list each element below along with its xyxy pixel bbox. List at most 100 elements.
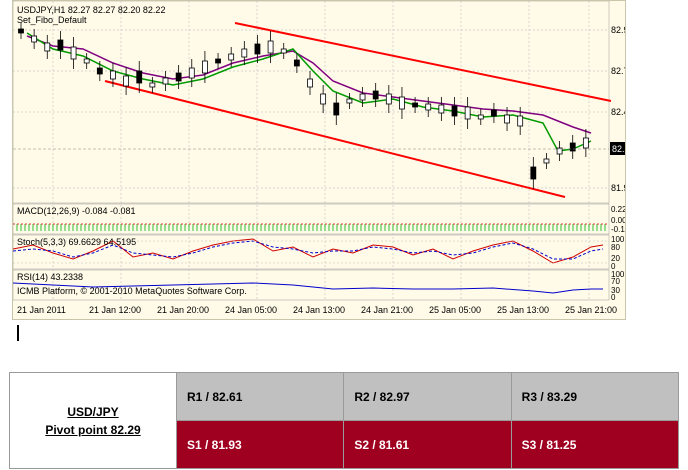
- candle-body: [464, 106, 471, 120]
- candle-body: [543, 158, 550, 164]
- macd-tick: 0.227: [611, 205, 625, 214]
- candle-body: [96, 67, 103, 75]
- time-label: 25 Jan 05:00: [429, 305, 481, 315]
- copyright-text: ICMB Platform, © 2001-2010 MetaQuotes So…: [17, 286, 247, 296]
- candle-body: [175, 72, 182, 82]
- macd-axis: 0.227 0.00 -0.107: [611, 205, 625, 234]
- r1-cell: R1 / 82.61: [175, 372, 345, 421]
- macd-histogram: [16, 224, 606, 231]
- pivot-table: USD/JPY Pivot point 82.29 R1 / 82.61 R2 …: [9, 372, 680, 469]
- rsi-tick: 100: [611, 270, 625, 279]
- candle-body: [491, 109, 497, 117]
- time-label: 24 Jan 13:00: [293, 305, 345, 315]
- price-chart[interactable]: USDJPY,H1 82.27 82.27 82.20 82.22 Set_Fi…: [12, 0, 626, 320]
- price-tick: 82.45: [611, 107, 625, 117]
- time-label: 25 Jan 21:00: [565, 305, 617, 315]
- candle-body: [31, 35, 38, 43]
- rsi-line: [13, 282, 603, 294]
- current-price-badge: [610, 142, 625, 155]
- candle-body: [307, 78, 313, 88]
- chart-header: USDJPY,H1 82.27 82.27 82.20 82.22: [17, 5, 165, 15]
- r2-cell: R2 / 82.97: [343, 372, 512, 421]
- candle-body: [123, 75, 129, 87]
- candle-body: [188, 67, 195, 79]
- time-label: 24 Jan 21:00: [361, 305, 413, 315]
- rsi-pane: [13, 269, 610, 301]
- time-axis: 21 Jan 2011 21 Jan 12:00 21 Jan 20:00 24…: [17, 305, 617, 315]
- candle-body: [320, 93, 327, 105]
- price-tick: 81.95: [611, 183, 625, 193]
- candle-body: [556, 147, 563, 155]
- chart-canvas: USDJPY,H1 82.27 82.27 82.20 82.22 Set_Fi…: [13, 1, 625, 315]
- rsi-tick: 30: [611, 286, 620, 295]
- candle-body: [44, 42, 51, 52]
- pivot-point-label: Pivot point 82.29: [45, 422, 141, 437]
- candle-body: [530, 166, 537, 180]
- stoch-tick: 0: [611, 262, 616, 271]
- candle-body: [228, 53, 235, 61]
- s1-cell: S1 / 81.93: [175, 420, 345, 469]
- price-pane: [13, 1, 610, 204]
- stoch-label: Stoch(5,3,3) 69.6629 64.5195: [17, 237, 136, 247]
- candle-body: [293, 59, 300, 67]
- stoch-tick: 20: [611, 254, 620, 263]
- rsi-label: RSI(14) 43.2338: [17, 272, 83, 282]
- time-label: 21 Jan 2011: [17, 305, 66, 315]
- candle-body: [425, 103, 432, 111]
- fibo-label: Set_Fibo_Default: [17, 15, 87, 25]
- candle-body: [504, 114, 510, 124]
- candle-body: [280, 48, 287, 54]
- candle-body: [517, 115, 524, 127]
- r3-cell: R3 / 83.29: [510, 372, 680, 421]
- candle-body: [241, 48, 248, 58]
- current-price-value: 82.22: [612, 144, 625, 154]
- candle-body: [267, 40, 274, 54]
- stoch-tick: 100: [611, 235, 625, 244]
- candle-body: [215, 58, 221, 64]
- candle-body: [18, 28, 24, 34]
- macd-tick: 0.00: [611, 216, 625, 225]
- candle-body: [438, 104, 445, 114]
- ma-fast-line: [26, 32, 592, 152]
- rsi-axis: 100 70 30 0: [611, 270, 625, 302]
- stoch-tick: 80: [611, 243, 620, 252]
- stoch-pane: [13, 234, 610, 270]
- horizontal-grid: [13, 29, 609, 189]
- candle-body: [83, 58, 90, 64]
- price-tick: 82.70: [611, 66, 625, 76]
- pair-label: USD/JPY: [67, 404, 119, 419]
- candle-body: [57, 39, 64, 51]
- pair-cell: USD/JPY Pivot point 82.29: [9, 372, 177, 469]
- channel-upper-line[interactable]: [234, 22, 612, 102]
- candle-body: [477, 114, 484, 120]
- macd-pane: [13, 203, 610, 235]
- channel-lower-line[interactable]: [104, 80, 566, 198]
- candle-body: [254, 43, 261, 55]
- candle-body: [136, 70, 143, 84]
- candle-body: [399, 96, 405, 110]
- candle-body: [451, 105, 458, 117]
- macd-tick: -0.107: [611, 225, 625, 234]
- candle-body: [70, 46, 77, 60]
- price-axis: 82.95 82.70 82.45 81.95: [611, 25, 625, 193]
- macd-label: MACD(12,26,9) -0.084 -0.081: [17, 206, 136, 216]
- time-label: 25 Jan 13:00: [497, 305, 549, 315]
- time-label: 21 Jan 20:00: [157, 305, 209, 315]
- stoch-signal-line: [13, 240, 604, 260]
- candle-body: [359, 93, 366, 101]
- candle-body: [162, 77, 169, 85]
- s2-cell: S2 / 81.61: [343, 420, 512, 469]
- candle-body: [582, 137, 589, 149]
- candles: [18, 23, 589, 189]
- rsi-tick: 0: [611, 293, 616, 302]
- time-label: 24 Jan 05:00: [225, 305, 277, 315]
- candle-body: [202, 60, 208, 74]
- rsi-tick: 70: [611, 277, 620, 286]
- text-cursor: [17, 325, 19, 341]
- candle-body: [110, 70, 116, 80]
- candle-body: [569, 142, 576, 152]
- candle-body: [372, 90, 379, 100]
- candle-body: [385, 93, 392, 105]
- vertical-grid: [52, 1, 590, 300]
- price-tick: 82.95: [611, 25, 625, 35]
